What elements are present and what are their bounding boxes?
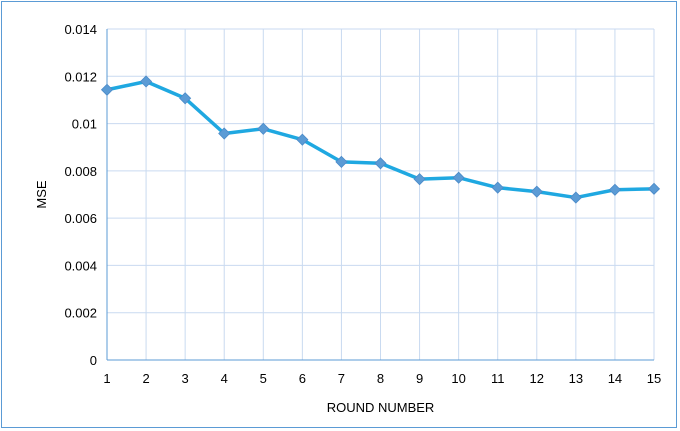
data-point-marker (374, 157, 387, 170)
x-tick-label: 13 (569, 371, 583, 386)
x-tick-label: 5 (260, 371, 267, 386)
x-tick-label: 2 (142, 371, 149, 386)
data-point-marker (257, 122, 270, 135)
x-tick-label: 15 (647, 371, 661, 386)
grid-lines (107, 28, 655, 360)
x-tick-label: 1 (103, 371, 110, 386)
data-point-marker (413, 173, 426, 186)
x-tick-label: 4 (221, 371, 228, 386)
data-point-marker (335, 155, 348, 168)
x-tick-label: 10 (451, 371, 465, 386)
x-tick-label: 12 (530, 371, 544, 386)
y-tick-label: 0.008 (64, 164, 97, 179)
x-tick-label: 14 (608, 371, 622, 386)
x-tick-label: 7 (338, 371, 345, 386)
y-tick-label: 0.014 (64, 22, 97, 37)
data-point-marker (491, 181, 504, 194)
data-point-marker (140, 75, 153, 88)
data-point-marker (179, 92, 192, 105)
x-tick-label: 9 (416, 371, 423, 386)
x-tick-label: 8 (377, 371, 384, 386)
y-tick-label: 0.002 (64, 306, 97, 321)
y-tick-label: 0.012 (64, 69, 97, 84)
x-tick-label: 3 (182, 371, 189, 386)
y-tick-label: 0.004 (64, 258, 97, 273)
x-tick-label: 11 (491, 371, 505, 386)
x-tick-labels: 1 2 3 4 5 6 7 8 9 10 11 12 13 14 15 (103, 371, 661, 386)
data-point-marker (647, 182, 661, 195)
x-axis-title: ROUND NUMBER (327, 400, 435, 415)
y-tick-label: 0.006 (64, 211, 97, 226)
data-point-marker (100, 83, 114, 96)
y-tick-labels: 0 0.002 0.004 0.006 0.008 0.01 0.012 0.014 (64, 22, 97, 368)
data-point-marker (452, 171, 465, 184)
x-tick-label: 6 (299, 371, 306, 386)
data-point-marker (218, 127, 231, 140)
data-point-marker (608, 183, 621, 196)
series-layer (100, 75, 661, 204)
y-axis-title: MSE (34, 180, 49, 209)
data-point-marker (296, 133, 309, 146)
y-tick-label: 0 (90, 353, 97, 368)
y-tick-label: 0.01 (72, 117, 97, 132)
data-point-marker (530, 185, 543, 198)
data-point-marker (569, 191, 582, 204)
